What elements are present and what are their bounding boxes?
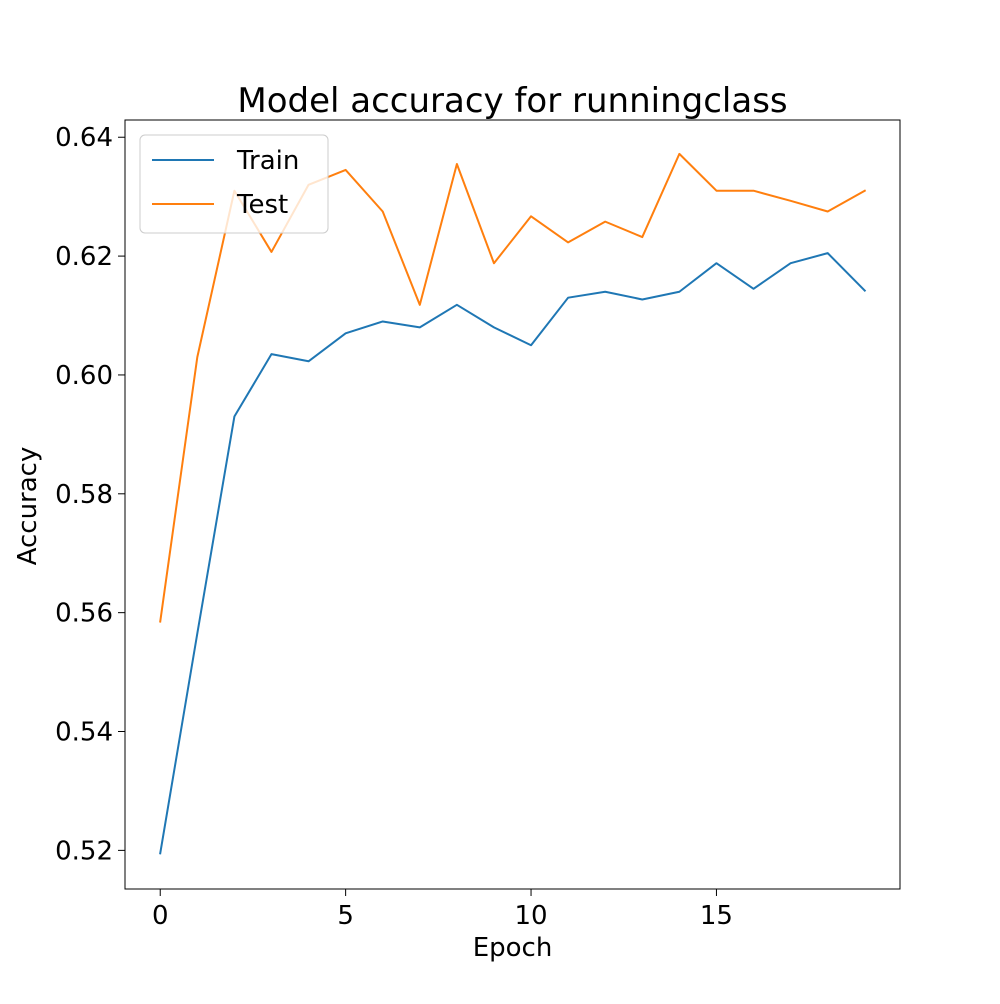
legend-label-train: Train	[236, 146, 299, 176]
plot-area-frame	[124, 119, 901, 890]
legend-label-test: Test	[236, 190, 288, 220]
y-axis-ticks: 0.52 0.54 0.56 0.58 0.60 0.62 0.64	[55, 123, 125, 866]
x-axis-label: Epoch	[473, 933, 553, 963]
legend-box	[139, 134, 329, 234]
y-tick-label: 0.58	[55, 480, 113, 510]
series-line-train	[159, 252, 867, 855]
legend: Train Test	[139, 134, 329, 234]
y-tick-label: 0.64	[55, 123, 113, 153]
y-axis-label: Accuracy	[13, 447, 43, 566]
x-axis-ticks: 0 5 10 15	[152, 889, 733, 931]
chart-title: Model accuracy for runningclass	[237, 81, 787, 121]
series-layer	[159, 152, 867, 855]
x-tick-label: 10	[514, 901, 547, 931]
y-tick-label: 0.56	[55, 599, 113, 629]
y-tick-label: 0.54	[55, 718, 113, 748]
y-tick-label: 0.60	[55, 361, 113, 391]
y-tick-label: 0.52	[55, 836, 113, 866]
y-tick-label: 0.62	[55, 242, 113, 272]
x-tick-label: 5	[337, 901, 354, 931]
x-tick-label: 0	[152, 901, 169, 931]
x-tick-label: 15	[700, 901, 733, 931]
series-line-test	[159, 152, 867, 623]
